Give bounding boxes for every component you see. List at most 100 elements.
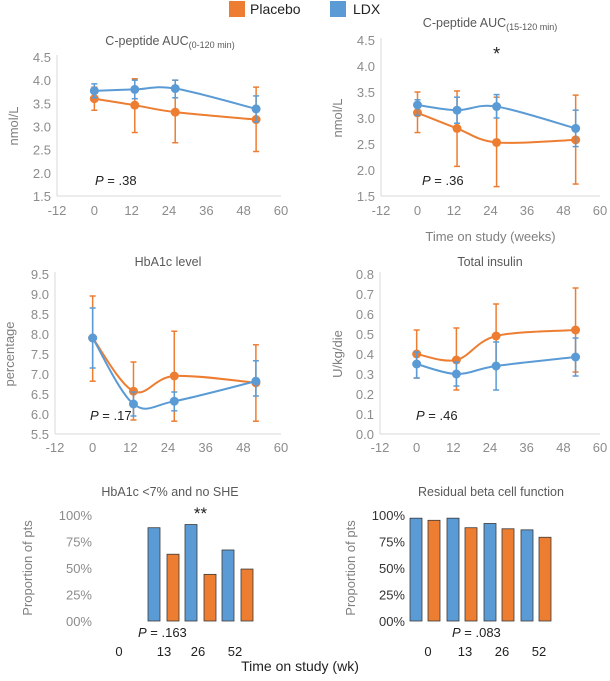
x-tick-label: 0: [414, 203, 421, 218]
y-tick-label: 1.5: [357, 189, 375, 204]
y-tick-label: 0.0: [356, 427, 374, 442]
p-value-annotation: P = .36: [422, 173, 464, 188]
panel-title-subscript: (0-120 min): [189, 40, 235, 50]
data-point-placebo: [169, 371, 179, 381]
x-category-label: 26: [191, 644, 205, 659]
data-point-ldx: [130, 84, 140, 94]
y-tick-label: 8.5: [31, 307, 49, 322]
legend-label-ldx: LDX: [353, 1, 381, 17]
x-tick-label: 0: [89, 440, 96, 455]
y-tick-label: 9.0: [31, 287, 49, 302]
y-tick-label: 2.0: [357, 163, 375, 178]
series-line-ldx: [416, 356, 576, 376]
p-value-symbol: P: [138, 625, 147, 640]
y-tick-label: 6.0: [31, 407, 49, 422]
bar-placebo-52: [538, 536, 552, 622]
p-value-number: = .163: [147, 625, 187, 640]
x-tick-label: 60: [274, 440, 288, 455]
x-tick-label: -12: [48, 203, 67, 218]
p-value-number: = .46: [425, 408, 458, 423]
x-tick-label: 12: [446, 440, 460, 455]
x-category-label: 0: [115, 644, 122, 659]
y-axis-label: nmol/L: [6, 106, 21, 145]
y-axis-label: U/kg/die: [330, 330, 345, 378]
panel-title-subscript: (15-120 min): [506, 22, 557, 32]
data-point-ldx: [451, 369, 461, 379]
y-tick-label: 75%: [66, 535, 92, 550]
bar-placebo-52: [240, 568, 254, 622]
x-tick-label: 36: [520, 203, 534, 218]
legend: Placebo LDX: [229, 1, 381, 17]
x-tick-label: 48: [236, 440, 250, 455]
series-line-ldx: [94, 86, 257, 110]
p-value-annotation: P = .46: [416, 408, 458, 423]
series-line-placebo: [416, 329, 576, 362]
y-tick-label: 2.5: [357, 137, 375, 152]
data-point-ldx: [89, 86, 99, 96]
x-category-label: 52: [228, 644, 242, 659]
y-tick-label: 4.0: [33, 73, 51, 88]
legend-swatch-placebo: [229, 1, 245, 17]
y-axis-label: Proportion of pts: [343, 520, 358, 616]
data-point-ldx: [571, 352, 581, 362]
y-axis-label: nmol/L: [330, 98, 345, 137]
y-tick-label: 4.5: [33, 50, 51, 65]
y-tick-label: 0.2: [356, 387, 374, 402]
x-tick-label: 12: [124, 203, 138, 218]
data-point-ldx: [251, 376, 261, 386]
panel-3: HbA1c level percentage 5.5 6.0 6.5 7.0 7.5 8.0 8…: [2, 255, 288, 455]
y-tick-label: 7.0: [31, 367, 49, 382]
data-point-ldx: [170, 84, 180, 94]
significance-marker: **: [194, 504, 208, 523]
x-tick-label: 48: [236, 203, 250, 218]
y-tick-label: 75%: [379, 535, 405, 550]
bar-ldx-26: [184, 524, 198, 622]
y-tick-label: 3.0: [33, 120, 51, 135]
y-tick-label: 0.4: [356, 347, 374, 362]
bar-ldx-52: [221, 549, 235, 622]
y-tick-label: 0.6: [356, 307, 374, 322]
shared-x-axis-label: Time on study (wk): [241, 658, 359, 674]
legend-label-placebo: Placebo: [250, 1, 301, 17]
x-tick-label: 36: [198, 440, 212, 455]
bar-ldx-52: [520, 529, 534, 622]
series-line-ldx: [417, 104, 576, 130]
x-tick-label: 12: [123, 440, 137, 455]
panel-title: Residual beta cell function: [418, 485, 564, 499]
x-category-label: 0: [424, 644, 431, 659]
x-tick-label: 48: [556, 440, 570, 455]
data-point-ldx: [413, 100, 422, 110]
series-line-placebo: [91, 337, 256, 394]
data-point-placebo: [89, 94, 99, 104]
p-value-symbol: P: [95, 173, 104, 188]
x-tick-label: 60: [274, 203, 288, 218]
data-point-placebo: [128, 386, 138, 396]
series-line-placebo: [94, 97, 257, 121]
bar-ldx-13: [147, 527, 161, 622]
data-point-placebo: [452, 123, 462, 133]
x-tick-label: 36: [199, 203, 213, 218]
data-point-placebo: [130, 100, 140, 110]
y-tick-label: 1.5: [33, 189, 51, 204]
panel-6: Residual beta cell function Proportion of…: [343, 485, 564, 659]
x-tick-label: 0: [91, 203, 98, 218]
bar-placebo-13: [464, 527, 478, 622]
panel-5: HbA1c <7% and no SHE Proportion of pts 00%…: [20, 485, 254, 659]
y-tick-label: 8.0: [31, 327, 49, 342]
y-tick-label: 0.7: [356, 287, 374, 302]
data-point-ldx: [491, 361, 501, 371]
bar-placebo-13: [166, 553, 180, 622]
y-tick-label: 100%: [372, 508, 406, 523]
y-tick-label: 0.3: [356, 367, 374, 382]
data-point-ldx: [492, 102, 502, 112]
p-value-number: = .38: [104, 173, 137, 188]
panel-title: C-peptide AUC(15-120 min): [423, 16, 557, 32]
data-point-placebo: [571, 325, 581, 335]
data-point-ldx: [128, 399, 138, 409]
y-axis-label: Proportion of pts: [20, 520, 35, 616]
y-tick-label: 2.0: [33, 166, 51, 181]
y-tick-label: 25%: [379, 588, 405, 603]
y-tick-label: 3.5: [33, 96, 51, 111]
x-tick-label: 48: [556, 203, 570, 218]
